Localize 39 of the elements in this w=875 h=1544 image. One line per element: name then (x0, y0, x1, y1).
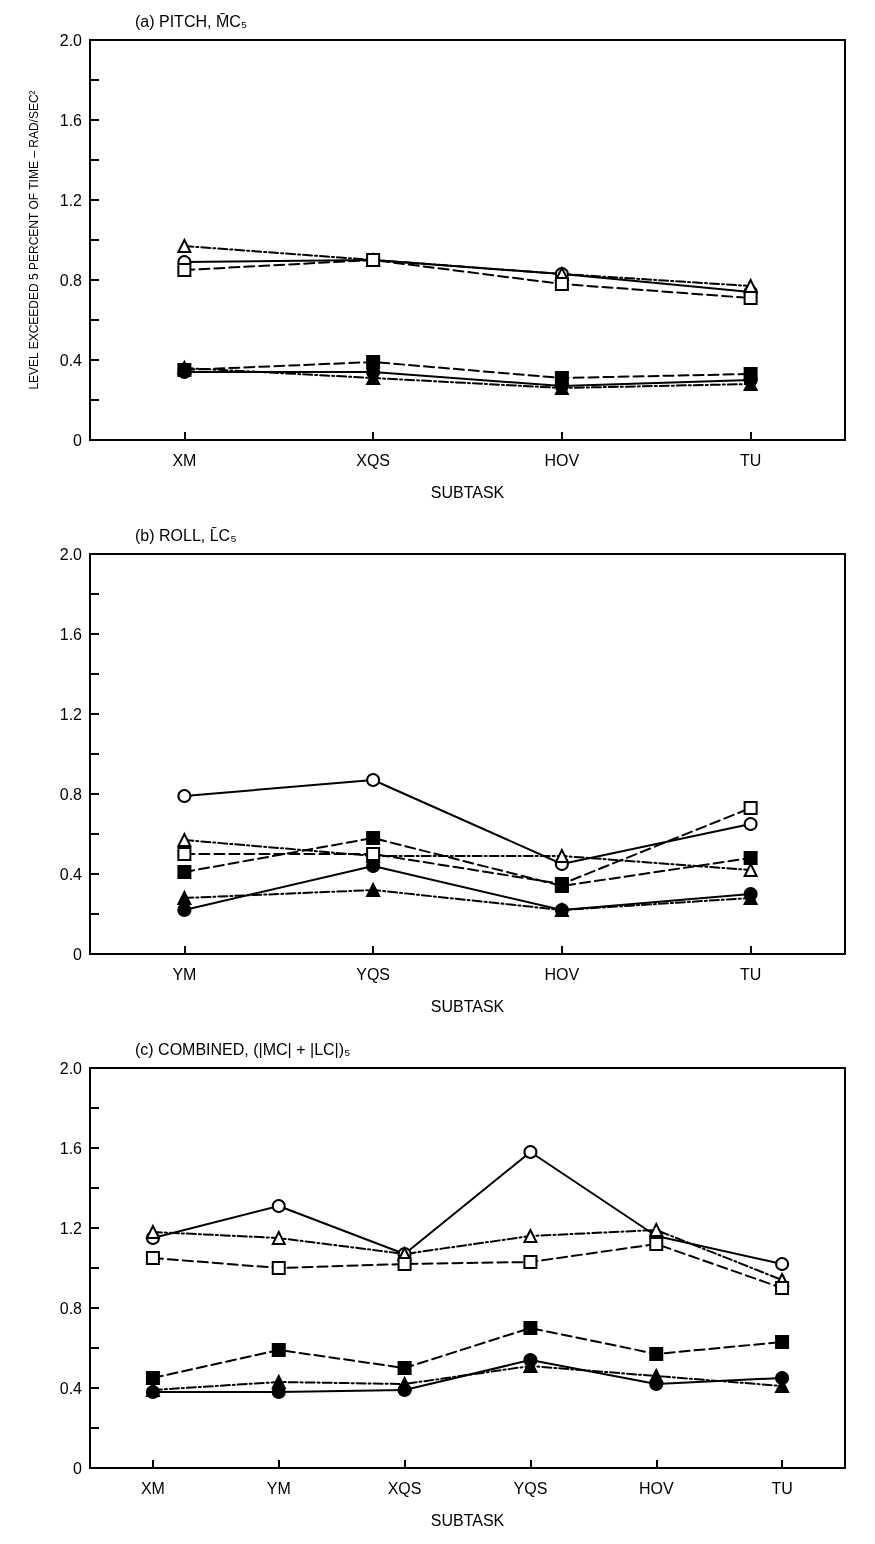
y-tick-label: 1.2 (59, 705, 83, 723)
y-axis-title: LEVEL EXCEEDED 5 PERCENT OF TIME – RAD/SEC² (27, 90, 41, 390)
x-tick-label: TU (739, 451, 762, 469)
y-tick-label: 2.0 (59, 545, 83, 563)
y-tick-label: 1.6 (59, 111, 83, 129)
x-tick-label: HOV (544, 451, 580, 469)
x-axis-title: SUBTASK (430, 483, 505, 501)
x-tick-label: YQS (513, 1479, 548, 1497)
x-axis-title: SUBTASK (430, 997, 505, 1015)
y-tick-label: 0 (73, 945, 83, 963)
y-tick-label: 0 (73, 431, 83, 449)
x-tick-label: YQS (356, 965, 391, 983)
chart-title: (a) PITCH, M̄C₅ (135, 12, 248, 30)
y-tick-label: 0.8 (59, 785, 83, 803)
y-tick-label: 2.0 (59, 1059, 83, 1077)
x-tick-label: YM (172, 965, 197, 983)
x-tick-label: HOV (638, 1479, 674, 1497)
y-tick-label: 1.6 (59, 625, 83, 643)
y-tick-label: 0 (73, 1459, 83, 1477)
y-tick-label: 2.0 (59, 31, 83, 49)
chart-title: (b) ROLL, L̄C₅ (135, 526, 237, 544)
y-tick-label: 0.8 (59, 271, 83, 289)
x-tick-label: XQS (356, 451, 391, 469)
x-tick-label: TU (739, 965, 762, 983)
x-tick-label: HOV (544, 965, 580, 983)
x-tick-label: XM (172, 451, 197, 469)
x-tick-label: XQS (387, 1479, 422, 1497)
chart-title: (c) COMBINED, (|MC| + |LC|)₅ (135, 1040, 351, 1058)
y-tick-label: 0.4 (59, 1379, 83, 1397)
x-tick-label: YM (266, 1479, 291, 1497)
x-tick-label: TU (771, 1479, 793, 1497)
y-tick-label: 1.2 (59, 191, 83, 209)
y-tick-label: 0.4 (59, 865, 83, 883)
y-tick-label: 0.8 (59, 1299, 83, 1317)
y-tick-label: 1.6 (59, 1139, 83, 1157)
y-tick-label: 0.4 (59, 351, 83, 369)
x-axis-title: SUBTASK (430, 1511, 505, 1529)
x-tick-label: XM (140, 1479, 165, 1497)
y-tick-label: 1.2 (59, 1219, 83, 1237)
